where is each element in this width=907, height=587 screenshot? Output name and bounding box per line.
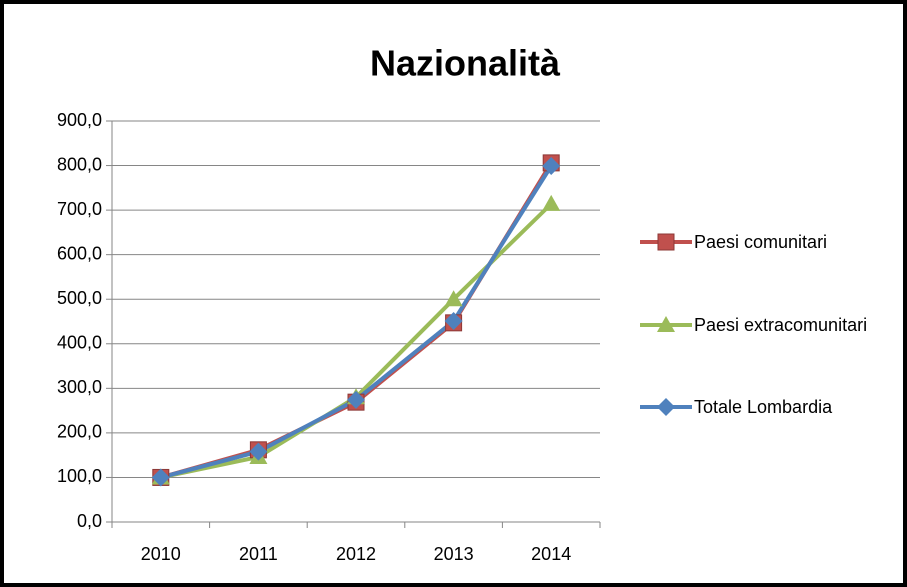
- marker: [151, 468, 170, 487]
- marker: [542, 194, 561, 211]
- y-tick-label: 200,0: [57, 422, 102, 442]
- x-tick-label: 2013: [434, 544, 474, 564]
- x-tick-label: 2011: [239, 544, 278, 564]
- x-tick-label: 2010: [141, 544, 181, 564]
- legend-swatch: [640, 398, 692, 416]
- y-tick-label: 800,0: [57, 154, 102, 174]
- y-tick-label: 700,0: [57, 199, 102, 219]
- marker: [347, 390, 365, 409]
- marker: [444, 290, 463, 307]
- y-tick-label: 900,0: [57, 110, 102, 130]
- x-tick-label: 2012: [336, 544, 376, 564]
- legend-label: Paesi comunitari: [694, 232, 828, 252]
- marker: [542, 157, 561, 176]
- marker: [249, 442, 268, 461]
- marker: [657, 233, 675, 251]
- legend-item: Totale Lombardia: [638, 392, 832, 422]
- legend-item: Paesi comunitari: [638, 227, 827, 257]
- marker: [657, 398, 675, 416]
- y-tick-label: 600,0: [57, 243, 102, 263]
- y-tick-label: 400,0: [57, 333, 102, 353]
- legend-swatch: [640, 233, 692, 251]
- x-tick-label: 2014: [531, 544, 571, 564]
- chart-title: Nazionalità: [370, 43, 561, 84]
- y-tick-label: 0,0: [77, 511, 102, 531]
- legend-label: Paesi extracomunitari: [694, 315, 868, 335]
- legend-swatch: [640, 316, 692, 332]
- y-tick-label: 300,0: [57, 377, 102, 397]
- legend-item: Paesi extracomunitari: [638, 310, 867, 340]
- legend-label: Totale Lombardia: [694, 397, 833, 417]
- y-tick-label: 100,0: [57, 466, 102, 486]
- marker: [444, 312, 463, 331]
- marker: [657, 316, 675, 332]
- y-tick-label: 500,0: [57, 288, 102, 308]
